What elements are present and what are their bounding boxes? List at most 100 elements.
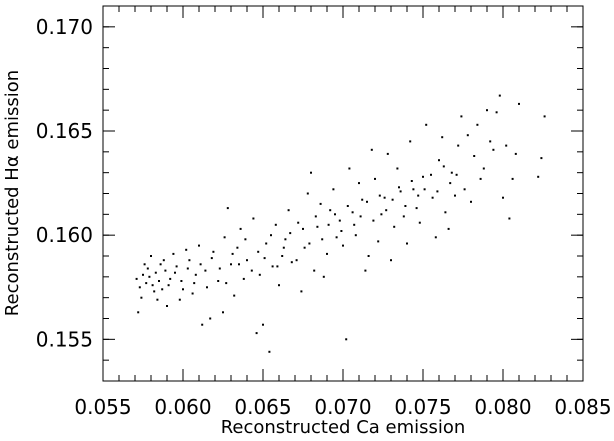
scatter-point — [329, 209, 332, 212]
scatter-point — [169, 277, 172, 280]
scatter-point — [239, 227, 242, 230]
scatter-point — [386, 152, 389, 155]
scatter-point — [238, 263, 240, 266]
scatter-point — [514, 152, 517, 155]
scatter-point — [457, 144, 460, 147]
x-tick-label: 0.080 — [474, 395, 531, 419]
scatter-point — [442, 165, 445, 168]
scatter-point — [399, 190, 402, 193]
scatter-point — [306, 192, 309, 195]
scatter-point — [145, 282, 148, 285]
scatter-point — [466, 134, 469, 137]
scatter-point — [166, 305, 168, 307]
scatter-point — [308, 242, 311, 245]
scatter-point — [406, 242, 408, 245]
scatter-point — [172, 252, 175, 255]
scatter-point — [218, 267, 221, 270]
scatter-point — [138, 286, 141, 289]
scatter-point — [161, 288, 164, 291]
scatter-point — [194, 273, 197, 276]
scatter-point — [302, 227, 304, 230]
scatter-point — [210, 257, 213, 260]
scatter-point — [476, 123, 479, 126]
scatter-point — [518, 102, 520, 105]
scatter-point — [300, 290, 303, 293]
scatter-point — [201, 323, 204, 326]
scatter-point — [180, 280, 183, 282]
scatter-point — [423, 188, 426, 191]
scatter-point — [378, 194, 381, 197]
scatter-point — [289, 232, 292, 235]
scatter-point — [359, 215, 362, 218]
scatter-point — [418, 221, 421, 224]
scatter-point — [473, 155, 476, 157]
scatter-point — [498, 94, 501, 97]
scatter-point — [380, 213, 383, 216]
scatter-point — [322, 275, 325, 278]
scatter-point — [345, 338, 348, 341]
scatter-point — [162, 259, 165, 262]
scatter-point — [543, 115, 546, 118]
x-tick-label: 0.085 — [554, 395, 611, 419]
x-tick-label: 0.075 — [394, 395, 451, 419]
scatter-point — [370, 148, 373, 151]
scatter-point — [263, 257, 266, 260]
scatter-point — [377, 240, 380, 243]
scatter-point — [191, 292, 194, 295]
scatter-point — [151, 284, 154, 287]
scatter-point — [186, 267, 189, 270]
scatter-point — [508, 217, 511, 220]
scatter-point — [409, 140, 412, 143]
scatter-point — [148, 275, 151, 278]
scatter-point — [326, 252, 328, 255]
scatter-point — [511, 177, 514, 180]
scatter-point — [222, 311, 224, 314]
scatter-point — [204, 269, 207, 272]
scatter-point — [295, 259, 298, 262]
scatter-point — [182, 288, 184, 291]
scatter-point — [486, 109, 488, 112]
scatter-point — [354, 234, 357, 237]
scatter-point — [199, 263, 202, 266]
data-points — [135, 94, 546, 353]
scatter-point — [334, 213, 336, 216]
scatter-point — [410, 180, 413, 182]
scatter-point — [252, 217, 255, 220]
scatter-point — [303, 246, 306, 249]
scatter-point — [492, 148, 495, 151]
scatter-point — [167, 284, 170, 287]
scatter-point — [438, 159, 440, 162]
x-axis-title: Reconstructed Ca emission — [221, 417, 466, 438]
scatter-point — [268, 350, 271, 353]
scatter-point — [441, 136, 444, 139]
scatter-point — [246, 259, 248, 262]
scatter-point — [482, 167, 485, 170]
scatter-point — [449, 182, 452, 185]
scatter-point — [271, 265, 274, 268]
scatter-point — [489, 140, 492, 143]
scatter-point — [367, 255, 370, 257]
scatter-point — [351, 211, 354, 214]
scatter-point — [188, 259, 191, 262]
scatter-point — [463, 188, 466, 191]
scatter-point — [287, 209, 290, 212]
scatter-point — [193, 282, 196, 285]
scatter-point — [250, 269, 253, 272]
scatter-point — [278, 284, 280, 287]
scatter-point — [175, 265, 178, 268]
scatter-point — [236, 246, 239, 249]
scatter-point — [404, 205, 407, 207]
scatter-point — [415, 207, 418, 210]
scatter-point — [297, 221, 300, 224]
scatter-point — [470, 200, 472, 203]
scatter-point — [226, 207, 229, 210]
scatter-point — [270, 234, 272, 237]
scatter-point — [332, 188, 335, 191]
scatter-point — [284, 238, 287, 241]
scatter-point — [346, 205, 349, 207]
scatter-point — [454, 194, 456, 197]
scatter-point — [353, 223, 356, 226]
scatter-point — [402, 215, 405, 218]
scatter-point — [505, 144, 508, 147]
